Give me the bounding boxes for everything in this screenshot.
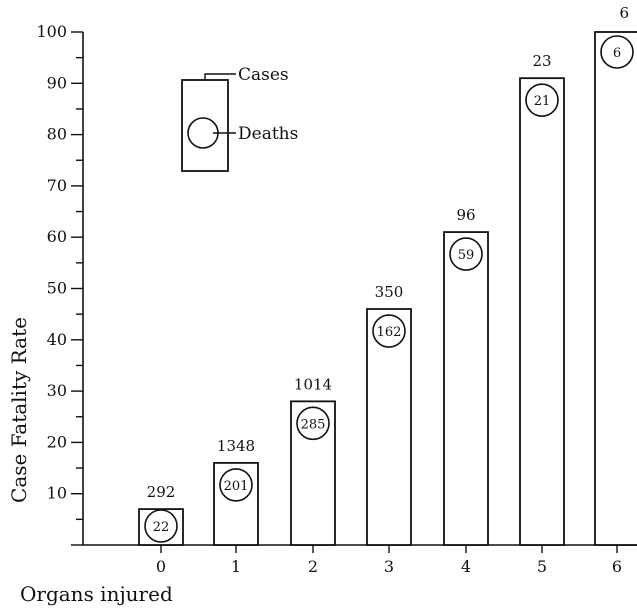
bar-4 [444,232,488,545]
x-tick-label-4: 4 [461,557,471,576]
x-tick-label-0: 0 [156,557,166,576]
y-tick-label: 30 [47,381,67,400]
bar-5 [520,78,564,545]
deaths-label-4: 59 [458,248,475,263]
y-tick-label: 10 [47,484,67,503]
x-tick-label-2: 2 [308,557,318,576]
y-tick-label: 70 [47,176,67,195]
deaths-label-3: 162 [377,325,402,340]
cases-label-0: 292 [147,483,176,501]
cases-label-3: 350 [375,283,404,301]
cases-label-2: 1014 [294,375,332,393]
y-axis-label: Case Fatality Rate [7,317,31,503]
legend-cases-label: Cases [238,65,289,85]
y-tick-label: 60 [47,227,67,246]
deaths-label-1: 201 [224,479,249,494]
y-tick-label: 20 [47,432,67,451]
y-tick-group: 10 20 30 40 50 60 70 80 90 100 [36,22,83,545]
x-tick-label-1: 1 [231,557,241,576]
cases-label-1: 1348 [217,437,255,455]
x-tick-label-5: 5 [537,557,547,576]
deaths-label-0: 22 [153,520,170,535]
deaths-label-5: 21 [534,94,551,109]
y-tick-label: 90 [47,73,67,92]
y-tick-label: 50 [47,279,67,298]
y-tick-label: 100 [36,22,67,41]
legend-deaths-label: Deaths [238,124,298,144]
x-axis-label: Organs injured [20,582,173,606]
y-tick-label: 80 [47,125,67,144]
x-tick-label-6: 6 [612,557,622,576]
cases-label-4: 96 [456,206,475,224]
cases-label-5: 23 [532,52,551,70]
cases-label-6: 6 [619,4,629,22]
x-tick-group: 0 1 2 3 4 5 6 [156,545,622,576]
bar-6 [595,32,637,545]
deaths-label-2: 285 [301,417,326,432]
deaths-label-6: 6 [613,46,621,61]
x-tick-label-3: 3 [384,557,394,576]
y-tick-label: 40 [47,330,67,349]
legend: Cases Deaths [182,65,298,171]
